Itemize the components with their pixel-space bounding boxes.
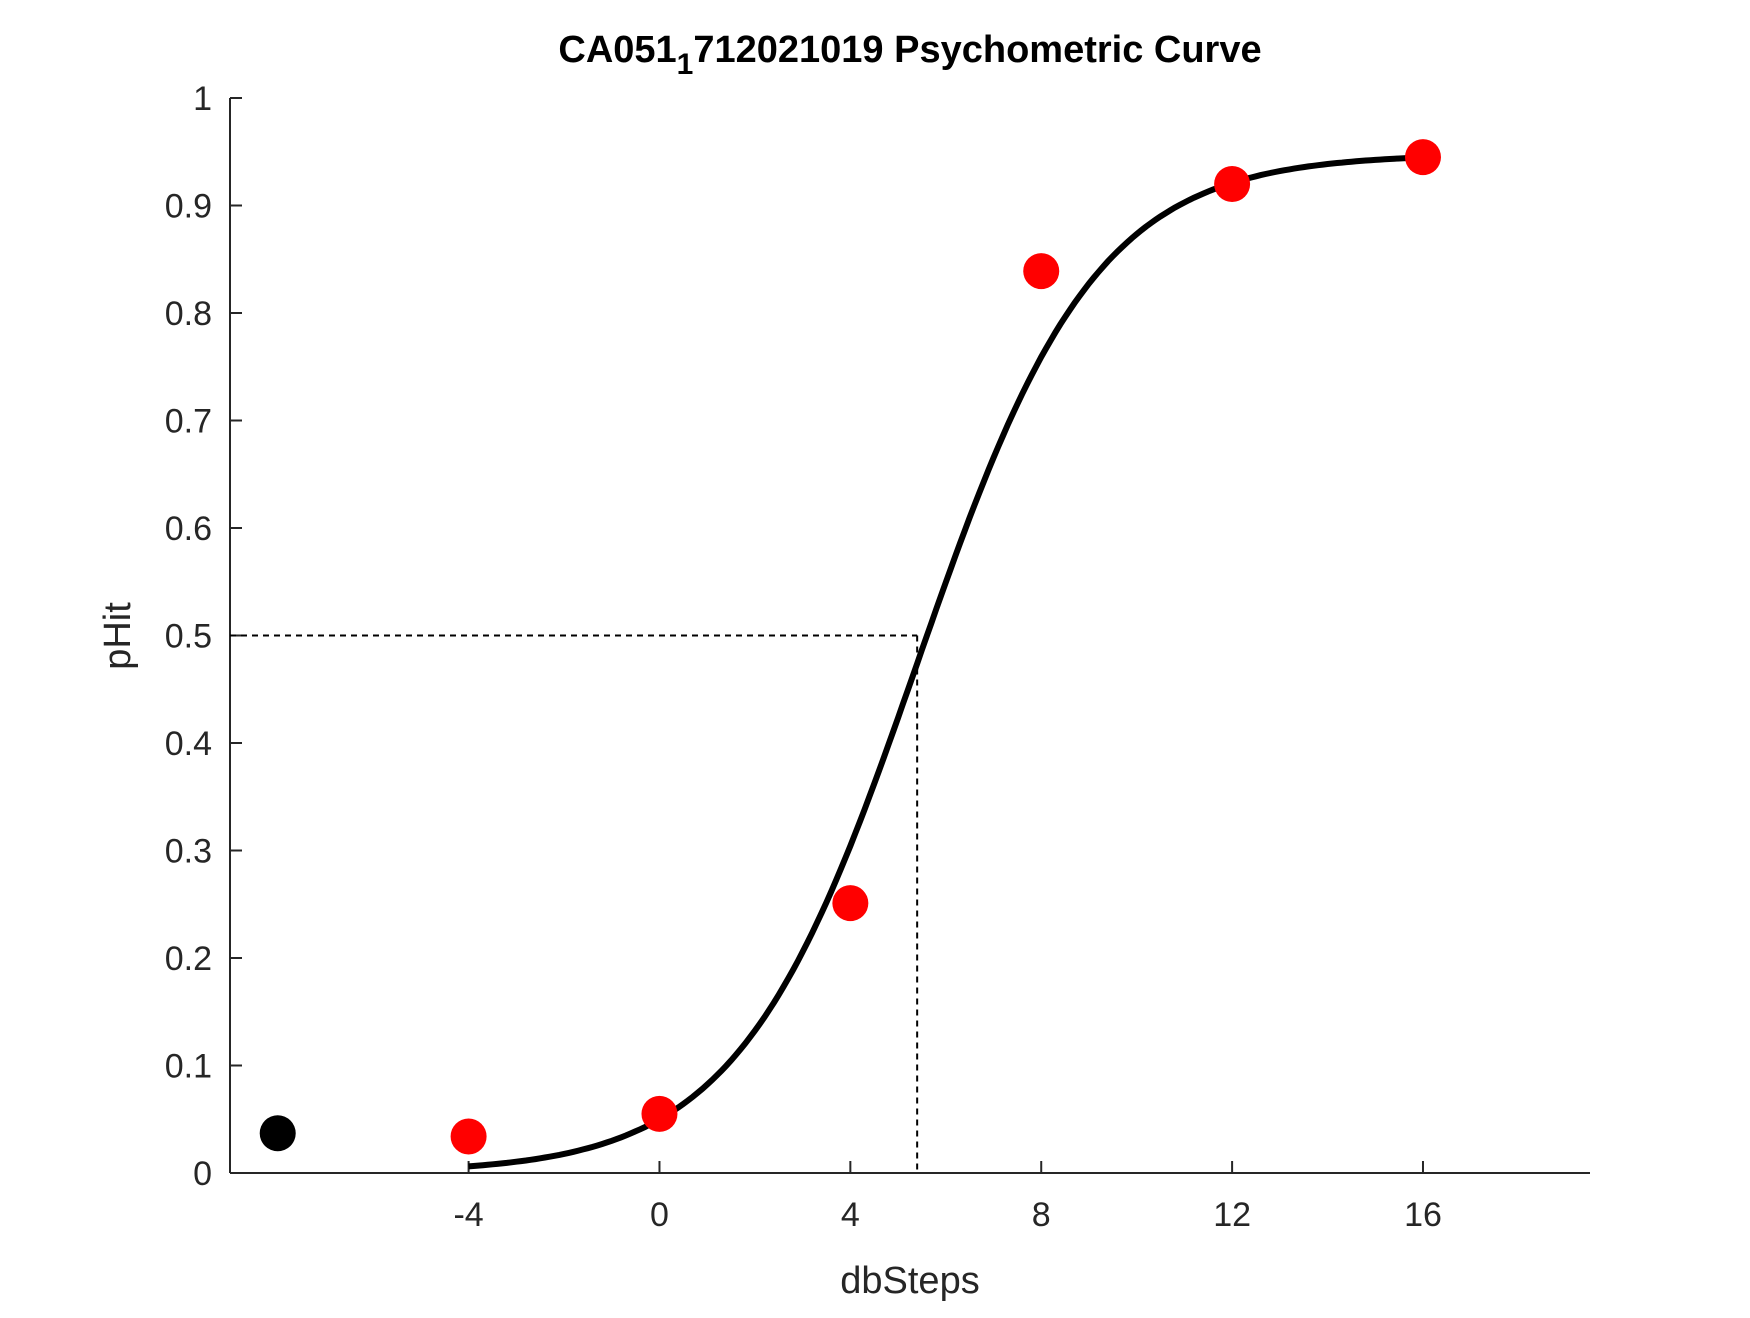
data-point: [1404, 139, 1441, 176]
y-tick-label: 0.4: [165, 725, 212, 763]
chart-title-subscript: 1: [677, 48, 694, 81]
catch-trial-point: [259, 1115, 296, 1152]
fit-curve-line: [468, 154, 1424, 1170]
x-axis-label: dbSteps: [840, 1260, 979, 1302]
x-tick-label: 8: [1032, 1196, 1051, 1234]
chart-title-rest: 712021019 Psychometric Curve: [693, 29, 1261, 71]
y-tick-label: 0: [193, 1155, 212, 1193]
y-tick-label: 0.7: [165, 403, 212, 441]
x-tick-label: 12: [1213, 1196, 1251, 1234]
x-tick-label: 16: [1404, 1196, 1442, 1234]
y-tick-label: 0.3: [165, 833, 212, 871]
chart-title: CA0511712021019 Psychometric Curve: [558, 29, 1261, 81]
y-tick-label: 0.9: [165, 188, 212, 226]
x-tick-label: -4: [453, 1196, 483, 1234]
x-tick-label: 0: [650, 1196, 669, 1234]
data-point: [641, 1095, 678, 1132]
y-tick-label: 0.5: [165, 618, 212, 656]
data-point: [450, 1118, 487, 1155]
y-tick-label: 1: [193, 80, 212, 118]
data-point: [832, 885, 869, 922]
data-point: [1214, 166, 1251, 202]
chart-title-main: CA051: [558, 29, 676, 71]
y-tick-label: 0.2: [165, 940, 212, 978]
plot-area: -4 0 4 8 12 16 0 0.1 0.2 0.3 0.4 0.5 0.6 0.7 0.8 0.9 1: [165, 80, 1590, 1234]
y-tick-label: 0.8: [165, 295, 212, 333]
y-axis-label: pHit: [97, 602, 139, 670]
y-tick-label: 0.6: [165, 510, 212, 548]
data-point: [1023, 253, 1060, 290]
y-tick-label: 0.1: [165, 1048, 212, 1086]
x-tick-label: 4: [841, 1196, 860, 1234]
